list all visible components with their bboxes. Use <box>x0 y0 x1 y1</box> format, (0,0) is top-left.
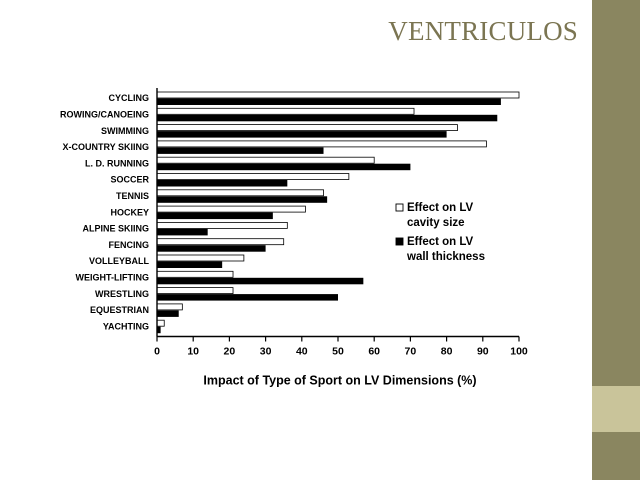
x-tick-label: 60 <box>368 346 380 358</box>
x-axis-title: Impact of Type of Sport on LV Dimensions… <box>203 374 476 388</box>
bar-cavity-size-soccer <box>156 173 350 180</box>
sidebar-accent-top <box>592 0 640 386</box>
chart-legend: Effect on LV cavity size Effect on LV wall … <box>395 202 485 263</box>
category-label-alpine-skiing: ALPINE SKIING <box>82 224 149 234</box>
legend-label-line-1: Effect on LV <box>407 236 474 248</box>
category-label-l-d-running: L. D. RUNNING <box>85 158 149 168</box>
bar-cavity-size-cycling <box>156 91 520 99</box>
bar-cavity-size-equestrian <box>156 303 183 311</box>
bar-cavity-size-swimming <box>156 124 458 131</box>
bar-wall-thickness-volleyball <box>157 261 223 268</box>
x-tick-label: 70 <box>405 346 417 358</box>
bar-wall-thickness-fencing <box>157 245 266 252</box>
category-labels: CYCLING ROWING/CANOEING SWIMMING X-COUNTRY … <box>60 93 150 331</box>
bar-wall-thickness-wrestling <box>157 294 338 301</box>
category-label-hockey: HOCKEY <box>110 207 149 217</box>
bar-cavity-size-tennis <box>156 189 324 197</box>
x-axis-ticks: 0 10 20 30 40 50 60 70 80 90 100 <box>154 336 528 358</box>
bar-cavity-size-l-d-running <box>156 156 375 164</box>
x-tick-label: 40 <box>296 346 308 358</box>
sidebar-accent-middle <box>592 386 640 432</box>
category-label-soccer: SOCCER <box>110 175 149 185</box>
x-tick-label: 50 <box>332 346 344 358</box>
bar-cavity-size-yachting <box>156 319 165 327</box>
category-label-volleyball: VOLLEYBALL <box>89 256 150 266</box>
x-tick-label: 80 <box>441 346 453 358</box>
bar-wall-thickness-equestrian <box>157 310 179 317</box>
legend-swatch-wall-thickness <box>395 237 404 246</box>
bar-wall-thickness-soccer <box>157 180 288 187</box>
slide-title: VENTRICULOS <box>388 16 578 46</box>
x-tick-label: 90 <box>477 346 489 358</box>
category-label-equestrian: EQUESTRIAN <box>90 305 149 315</box>
category-label-rowing-canoeing: ROWING/CANOEING <box>60 109 149 119</box>
bar-cavity-size-rowing-canoeing <box>156 107 415 115</box>
x-tick-label: 100 <box>510 346 528 358</box>
bar-wall-thickness-tennis <box>157 196 328 203</box>
bar-cavity-size-weight-lifting <box>156 270 234 278</box>
legend-label-line-2: cavity size <box>407 217 465 229</box>
bar-wall-thickness-cycling <box>157 98 501 105</box>
category-label-swimming: SWIMMING <box>101 126 149 136</box>
sidebar-accent-bottom <box>592 432 640 480</box>
category-label-cycling: CYCLING <box>109 93 150 103</box>
bar-cavity-size-alpine-skiing <box>156 221 288 229</box>
bar-cavity-size-wrestling <box>156 287 234 295</box>
bar-wall-thickness-alpine-skiing <box>157 228 208 236</box>
bar-cavity-size-x-country-skiing <box>156 140 487 148</box>
category-label-wrestling: WRESTLING <box>95 289 149 299</box>
bar-wall-thickness-x-country-skiing <box>157 147 324 154</box>
x-tick-label: 10 <box>187 346 199 358</box>
category-label-yachting: YACHTING <box>103 321 149 331</box>
bar-cavity-size-hockey <box>156 205 306 213</box>
bar-wall-thickness-weight-lifting <box>157 277 364 285</box>
x-tick-label: 0 <box>154 346 160 358</box>
category-label-weight-lifting: WEIGHT-LIFTING <box>76 272 150 282</box>
x-tick-label: 20 <box>224 346 236 358</box>
legend-label-line-2: wall thickness <box>406 251 485 263</box>
bar-wall-thickness-swimming <box>157 131 447 138</box>
category-label-x-country-skiing: X-COUNTRY SKIING <box>62 142 149 152</box>
bar-wall-thickness-rowing-canoeing <box>157 114 498 122</box>
bar-cavity-size-volleyball <box>156 254 245 262</box>
bar-wall-thickness-yachting <box>157 326 161 334</box>
x-tick-label: 30 <box>260 346 272 358</box>
category-label-fencing: FENCING <box>109 240 150 250</box>
legend-label-line-1: Effect on LV <box>407 202 474 214</box>
bar-cavity-size-fencing <box>156 238 285 246</box>
category-label-tennis: TENNIS <box>116 191 149 201</box>
bar-wall-thickness-hockey <box>157 212 273 220</box>
legend-swatch-cavity-size <box>395 203 404 212</box>
bar-wall-thickness-l-d-running <box>157 163 411 171</box>
